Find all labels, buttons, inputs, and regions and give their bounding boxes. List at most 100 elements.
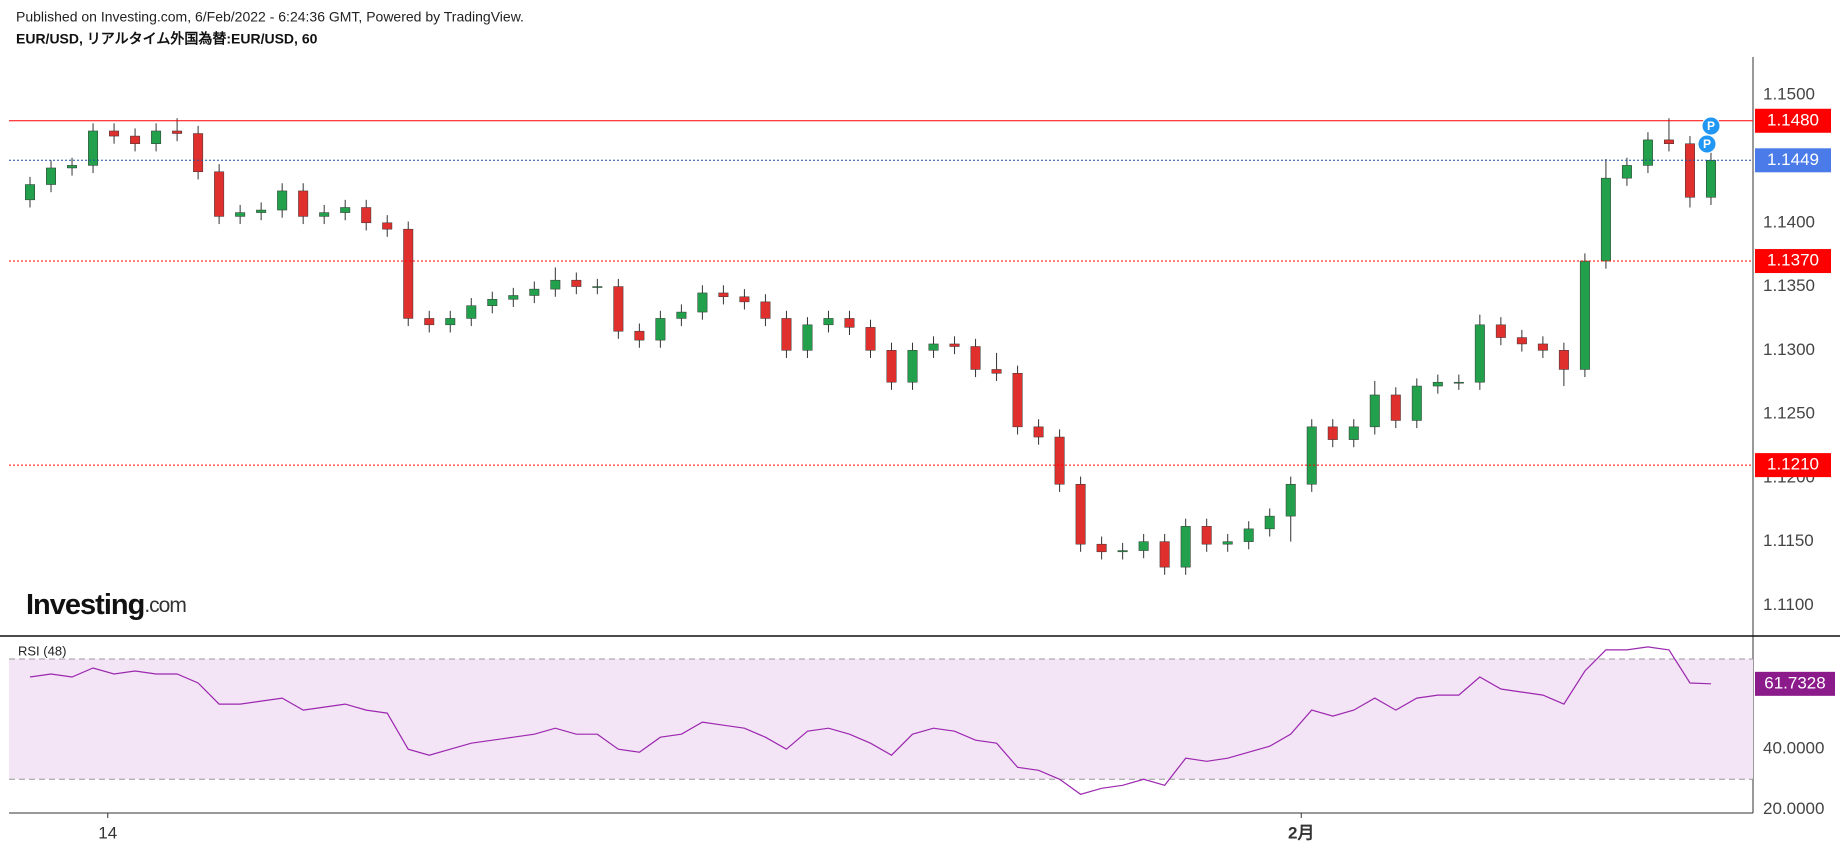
candle-body: [67, 165, 78, 169]
candle-body: [970, 346, 981, 370]
rsi-band: [9, 658, 1753, 780]
level-label-box: [1755, 108, 1831, 133]
symbol-title: EUR/USD, リアルタイム外国為替:EUR/USD, 60: [16, 31, 318, 47]
candle-body: [676, 311, 687, 319]
candle-body: [1117, 550, 1128, 553]
x-tick-label: 14: [98, 823, 117, 842]
candle-body: [1474, 324, 1485, 383]
rsi-title: RSI (48): [18, 643, 66, 658]
candle-body: [1159, 541, 1170, 568]
candle-body: [382, 222, 393, 230]
level-label: 1.1210: [1767, 455, 1819, 474]
candle-body: [1306, 426, 1317, 485]
candle-body: [739, 296, 750, 303]
marker-dot: [1701, 116, 1721, 136]
candle-body: [1495, 324, 1506, 338]
logo-suffix: .com: [144, 594, 186, 617]
candle-body: [1054, 436, 1065, 485]
candle-body: [592, 286, 603, 288]
candle-body: [760, 301, 771, 319]
level-label: 1.1480: [1767, 110, 1819, 129]
candle-body: [1642, 139, 1653, 166]
candle-body: [319, 212, 330, 217]
candle-body: [529, 288, 540, 296]
candle-body: [1432, 381, 1443, 387]
candle-body: [1516, 337, 1527, 345]
marker-label: P: [1703, 137, 1711, 151]
candle-body: [25, 184, 35, 201]
x-tick-label: 2月: [1288, 823, 1314, 842]
candle-body: [1222, 541, 1233, 545]
candle-body: [1096, 543, 1107, 553]
candle-body: [823, 318, 834, 326]
candle-body: [88, 130, 99, 166]
candle-body: [928, 343, 939, 351]
candle-body: [298, 190, 309, 217]
level-label: 1.1449: [1767, 150, 1819, 169]
candle-body: [424, 318, 435, 326]
candle-body: [1138, 541, 1149, 551]
y-tick-label: 1.1350: [1763, 276, 1815, 295]
candle-body: [109, 130, 120, 137]
candle-body: [865, 327, 876, 351]
candle-body: [214, 171, 225, 217]
candle-body: [571, 279, 582, 287]
candle-body: [1264, 515, 1275, 530]
rsi-label-box: [1755, 671, 1835, 696]
candle-body: [1453, 381, 1464, 384]
candle-body: [46, 167, 57, 185]
candle-body: [1390, 394, 1401, 421]
logo-brand: Investing: [26, 589, 144, 621]
published-note: Published on Investing.com, 6/Feb/2022 -…: [16, 9, 524, 25]
candle-body: [1012, 373, 1023, 428]
level-label-box: [1755, 453, 1831, 478]
candle-body: [1075, 483, 1086, 545]
y-tick-label: 20.0000: [1763, 799, 1824, 818]
candle-body: [1579, 260, 1590, 370]
candle-body: [991, 369, 1002, 374]
y-tick-label: 1.1400: [1763, 212, 1815, 231]
level-label-box: [1755, 148, 1831, 173]
y-tick-label: 1.1100: [1763, 595, 1814, 614]
candle-body: [802, 324, 813, 351]
candle-body: [1369, 394, 1380, 428]
candle-body: [1684, 143, 1695, 198]
candle-body: [949, 343, 960, 347]
candle-body: [697, 292, 708, 313]
candle-body: [1537, 343, 1548, 351]
candle-body: [886, 350, 897, 383]
y-tick-label: 40.0000: [1763, 739, 1824, 758]
candle-body: [1348, 426, 1359, 440]
candle-body: [844, 318, 855, 328]
candle-body: [1705, 160, 1716, 198]
candle-body: [1033, 426, 1044, 438]
candle-body: [781, 318, 792, 351]
candle-body: [550, 279, 561, 290]
candle-body: [613, 286, 624, 332]
marker-dot: [1697, 134, 1717, 154]
candle-body: [361, 207, 372, 224]
candle-body: [1558, 350, 1569, 370]
candle-body: [151, 130, 162, 144]
level-label-box: [1755, 249, 1831, 274]
candle-body: [508, 295, 519, 300]
candle-body: [1600, 177, 1611, 262]
candle-body: [487, 299, 498, 306]
candle-body: [403, 228, 414, 319]
logo: Investing.com: [26, 589, 186, 621]
candle-body: [340, 207, 351, 213]
candle-body: [445, 318, 456, 326]
candle-body: [193, 133, 204, 173]
candle-body: [1663, 139, 1674, 144]
y-tick-label: 1.1250: [1763, 404, 1815, 423]
level-label: 1.1370: [1767, 251, 1819, 270]
candle-body: [277, 190, 288, 211]
candle-body: [172, 130, 183, 134]
candle-body: [1285, 483, 1296, 517]
candle-body: [235, 212, 246, 217]
y-tick-label: 1.1500: [1763, 85, 1815, 104]
candle-body: [1243, 528, 1254, 542]
candle-body: [655, 318, 666, 341]
candle-body: [1327, 426, 1338, 440]
